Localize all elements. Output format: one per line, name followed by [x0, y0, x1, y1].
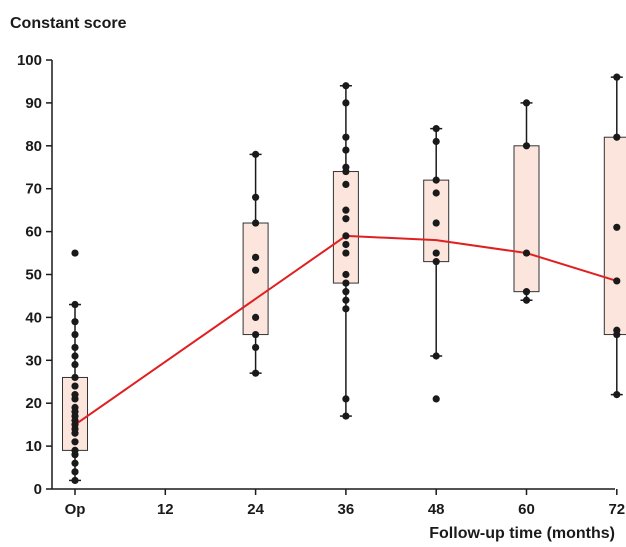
data-point — [342, 249, 350, 257]
data-point — [432, 395, 440, 403]
y-tick-label: 70 — [25, 181, 42, 198]
data-point — [342, 296, 350, 304]
data-point — [342, 232, 350, 240]
data-point — [432, 189, 440, 197]
data-point — [613, 133, 621, 141]
box-group-60 — [513, 102, 540, 301]
data-point — [252, 266, 260, 274]
data-point — [342, 305, 350, 313]
data-point — [71, 330, 79, 339]
data-point — [71, 300, 79, 309]
data-point — [252, 369, 260, 377]
data-point — [71, 451, 79, 459]
data-point — [71, 249, 79, 257]
data-point — [522, 249, 531, 257]
data-point — [522, 296, 531, 304]
y-tick-label: 40 — [25, 309, 42, 326]
data-point — [342, 215, 350, 223]
data-point — [252, 150, 260, 158]
data-point — [522, 142, 531, 150]
data-point — [522, 99, 531, 107]
data-point — [252, 330, 260, 339]
data-point — [71, 438, 79, 446]
y-tick-label: 10 — [25, 438, 42, 455]
data-point — [71, 429, 79, 437]
data-point — [342, 288, 350, 296]
data-point — [71, 476, 79, 485]
data-point — [252, 193, 260, 201]
data-point — [613, 330, 621, 339]
box-group-24 — [242, 153, 269, 374]
data-point — [252, 343, 260, 352]
data-point — [342, 180, 350, 189]
data-point — [522, 288, 531, 296]
x-tick-label: 24 — [247, 501, 264, 518]
data-point — [432, 125, 440, 133]
x-tick-label: 12 — [157, 501, 174, 518]
data-point — [342, 167, 350, 176]
data-point — [342, 82, 350, 90]
x-tick-label: 48 — [428, 501, 445, 518]
x-tick-label: Op — [65, 501, 86, 518]
box-iqr — [513, 145, 540, 293]
y-ticks: 0 10 20 30 40 50 60 70 80 90 100 — [17, 52, 52, 498]
y-tick-label: 20 — [25, 395, 42, 412]
y-tick-label: 80 — [25, 138, 42, 155]
data-point — [71, 360, 79, 369]
data-point — [71, 318, 79, 326]
mean-line — [74, 234, 618, 426]
y-tick-label: 100 — [17, 52, 42, 69]
data-point — [71, 468, 79, 476]
data-point — [342, 206, 350, 214]
data-point — [432, 176, 440, 184]
box-iqr — [603, 136, 626, 336]
data-point — [342, 279, 350, 287]
data-point — [252, 313, 260, 321]
data-point — [432, 352, 440, 360]
mean-line-layer — [74, 234, 618, 426]
y-tick-label: 60 — [25, 224, 42, 241]
data-point — [432, 137, 440, 146]
data-point — [342, 412, 350, 420]
data-point — [342, 270, 350, 279]
data-point — [613, 223, 621, 231]
data-point — [71, 459, 79, 467]
data-point — [71, 382, 79, 390]
data-point — [342, 240, 350, 249]
data-point — [252, 219, 260, 227]
data-point — [432, 219, 440, 227]
data-point — [432, 249, 440, 257]
x-ticks: Op 12 24 36 48 60 72 — [65, 489, 625, 518]
data-point — [71, 373, 79, 382]
data-point — [613, 73, 621, 81]
data-point — [342, 133, 350, 141]
box-iqr — [332, 171, 359, 284]
data-point — [432, 258, 440, 266]
y-axis-title: Constant score — [10, 15, 127, 32]
data-point — [71, 395, 79, 403]
data-point — [252, 253, 260, 261]
data-point — [613, 277, 621, 285]
data-point — [613, 391, 621, 399]
x-tick-label: 36 — [338, 501, 355, 518]
x-tick-label: 60 — [518, 501, 535, 518]
x-axis-title: Follow-up time (months) — [429, 525, 615, 542]
data-point — [71, 343, 79, 352]
data-point — [71, 352, 79, 360]
data-points — [71, 73, 621, 485]
y-tick-label: 50 — [25, 267, 42, 284]
y-tick-label: 90 — [25, 95, 42, 112]
x-tick-label: 72 — [608, 501, 625, 518]
data-point — [342, 146, 350, 154]
data-point — [342, 99, 350, 107]
y-tick-label: 0 — [34, 481, 42, 498]
data-point — [342, 395, 350, 403]
y-tick-label: 30 — [25, 352, 42, 369]
box-group-72 — [603, 76, 626, 396]
